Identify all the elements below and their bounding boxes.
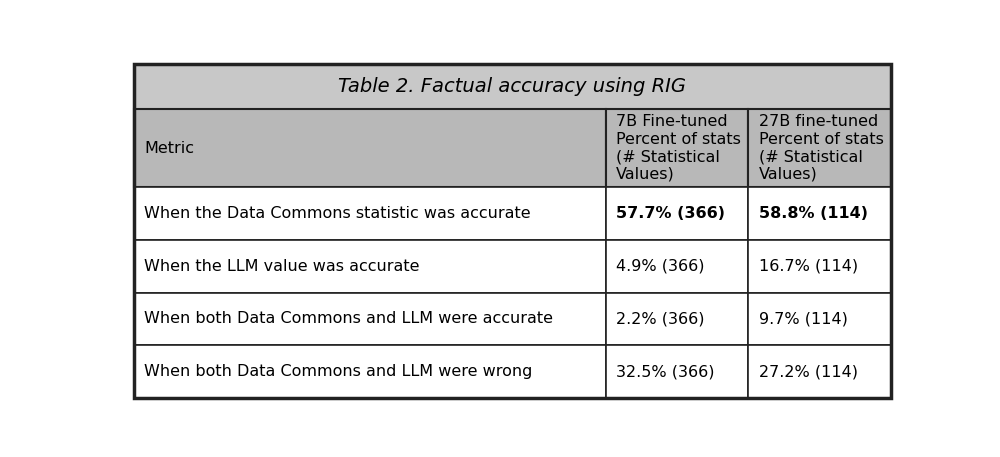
Bar: [748, 109, 891, 187]
Bar: [748, 240, 891, 292]
Bar: [134, 345, 606, 398]
Text: 9.7% (114): 9.7% (114): [759, 312, 847, 326]
Text: When the LLM value was accurate: When the LLM value was accurate: [144, 259, 420, 274]
Bar: [748, 292, 891, 345]
Text: 4.9% (366): 4.9% (366): [616, 259, 704, 274]
Bar: [606, 292, 748, 345]
Bar: [606, 345, 748, 398]
Bar: [134, 187, 606, 240]
Text: Table 2. Factual accuracy using RIG: Table 2. Factual accuracy using RIG: [338, 77, 686, 96]
Text: 27B fine-tuned
Percent of stats
(# Statistical
Values): 27B fine-tuned Percent of stats (# Stati…: [759, 114, 883, 181]
Bar: [134, 64, 891, 109]
Bar: [748, 187, 891, 240]
Text: Metric: Metric: [144, 141, 194, 155]
Bar: [606, 109, 748, 187]
Bar: [606, 240, 748, 292]
Bar: [134, 240, 606, 292]
Bar: [606, 187, 748, 240]
Text: When both Data Commons and LLM were wrong: When both Data Commons and LLM were wron…: [144, 364, 533, 379]
Text: 58.8% (114): 58.8% (114): [759, 206, 868, 221]
Text: When the Data Commons statistic was accurate: When the Data Commons statistic was accu…: [144, 206, 531, 221]
Text: When both Data Commons and LLM were accurate: When both Data Commons and LLM were accu…: [144, 312, 553, 326]
Text: 57.7% (366): 57.7% (366): [616, 206, 725, 221]
Text: 16.7% (114): 16.7% (114): [759, 259, 858, 274]
Text: 32.5% (366): 32.5% (366): [616, 364, 714, 379]
Text: 27.2% (114): 27.2% (114): [759, 364, 858, 379]
Text: 7B Fine-tuned
Percent of stats
(# Statistical
Values): 7B Fine-tuned Percent of stats (# Statis…: [616, 114, 740, 181]
Bar: [748, 345, 891, 398]
Bar: [134, 292, 606, 345]
Bar: [134, 109, 606, 187]
Text: 2.2% (366): 2.2% (366): [616, 312, 704, 326]
